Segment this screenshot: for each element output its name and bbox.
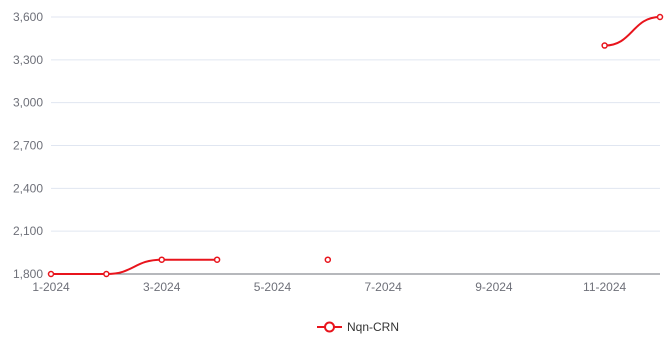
y-tick-label: 3,600: [13, 10, 43, 24]
y-tick-label: 3,000: [13, 96, 43, 110]
x-tick-label: 9-2024: [475, 280, 513, 294]
x-tick-label: 1-2024: [32, 280, 70, 294]
x-tick-label: 3-2024: [143, 280, 181, 294]
data-point[interactable]: [324, 256, 332, 263]
legend[interactable]: Nqn-CRN: [317, 320, 399, 334]
y-tick-label: 1,800: [13, 267, 43, 281]
y-tick-label: 2,700: [13, 139, 43, 153]
legend-label[interactable]: Nqn-CRN: [347, 320, 399, 334]
series-line: [604, 16, 661, 47]
x-tick-label: 11-2024: [583, 280, 626, 294]
axes: 1,800 2,100 2,400 2,700 3,000 3,300 3,600 1-202…: [13, 10, 660, 294]
data-point[interactable]: [158, 256, 165, 263]
series-line: [51, 258, 218, 275]
data-point[interactable]: [656, 13, 664, 21]
data-point[interactable]: [103, 270, 110, 278]
data-point[interactable]: [601, 42, 608, 49]
y-tick-label: 2,100: [13, 224, 43, 238]
x-tick-label: 5-2024: [254, 280, 292, 294]
data-point[interactable]: [47, 270, 55, 278]
data-point[interactable]: [213, 256, 221, 263]
series-layer: [47, 13, 664, 278]
x-tick-label: 7-2024: [364, 280, 402, 294]
y-tick-label: 2,400: [13, 181, 43, 195]
grid-lines: [51, 16, 660, 232]
y-tick-label: 3,300: [13, 53, 43, 67]
legend-marker-icon[interactable]: [324, 321, 335, 333]
